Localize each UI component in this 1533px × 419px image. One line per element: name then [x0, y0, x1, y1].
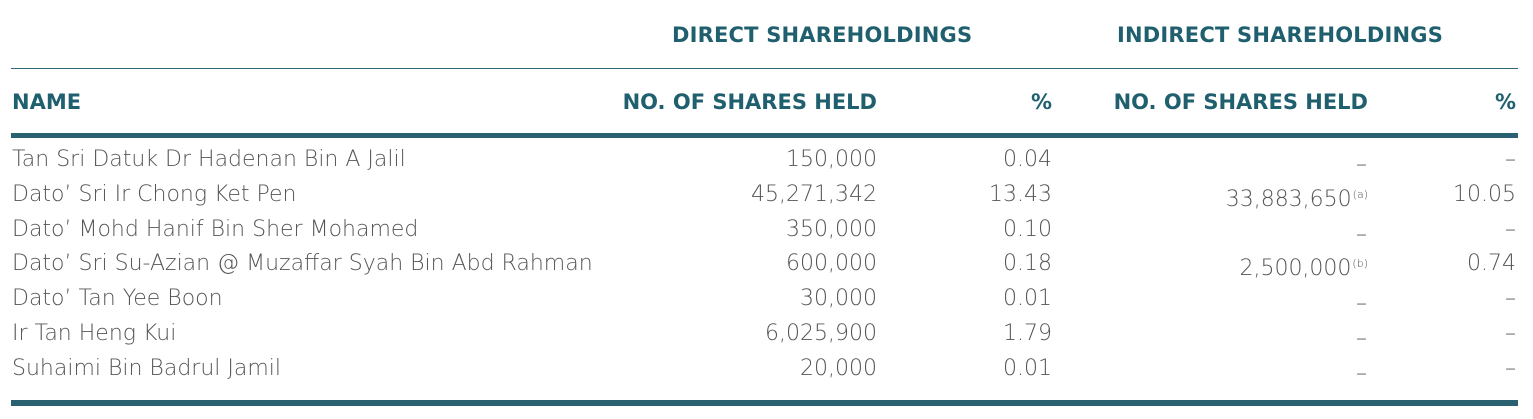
group-divider: [11, 68, 1518, 69]
direct-percent-value: 0.01: [1003, 355, 1052, 381]
indirect-percent-value: 10.05: [1453, 181, 1516, 207]
direct-percent-value: 1.79: [1003, 320, 1052, 346]
direct-shares-value: 350,000: [786, 216, 877, 242]
indirect-shareholdings-heading: INDIRECT SHAREHOLDINGS: [1117, 23, 1444, 47]
direct-shares-value: 20,000: [800, 355, 877, 381]
indirect-shares-value: –: [1356, 325, 1367, 351]
direct-shares-value: 30,000: [800, 286, 877, 312]
direct-percent-value: 0.01: [1003, 286, 1052, 312]
indirect-percent-value: –: [1505, 147, 1516, 172]
indirect-percent-value: –: [1505, 320, 1516, 346]
indirect-percent-value: –: [1505, 355, 1516, 381]
indirect-shares-value: –: [1356, 360, 1367, 386]
director-name: Dato’ Mohd Hanif Bin Sher Mohamed: [12, 216, 419, 242]
director-name: Dato’ Sri Su-Azian @ Muzaffar Syah Bin A…: [12, 251, 593, 277]
direct-percent-value: 13.43: [989, 181, 1052, 207]
column-header-name: NAME: [12, 90, 82, 114]
direct-shares-value: 45,271,342: [751, 181, 877, 207]
table-row: Suhaimi Bin Badrul Jamil 20,000 0.01 – –: [0, 354, 1533, 389]
column-header-indirect-shares: NO. OF SHARES HELD: [1113, 90, 1368, 114]
indirect-shares-cell: –: [1356, 322, 1368, 351]
director-name: Tan Sri Datuk Dr Hadenan Bin A Jalil: [12, 147, 406, 172]
indirect-shares-cell: 2,500,000(b): [1239, 252, 1368, 281]
footnote-marker: (b): [1352, 257, 1368, 271]
table-row: Dato’ Mohd Hanif Bin Sher Mohamed 350,00…: [0, 215, 1533, 250]
table-row: Dato’ Sri Ir Chong Ket Pen 45,271,342 13…: [0, 180, 1533, 215]
indirect-percent-value: 0.74: [1467, 251, 1516, 277]
direct-percent-value: 0.10: [1003, 216, 1052, 242]
footer-rule: [11, 400, 1518, 406]
indirect-shares-cell: –: [1356, 357, 1368, 386]
table-row: Tan Sri Datuk Dr Hadenan Bin A Jalil 150…: [0, 145, 1533, 180]
table-row: Ir Tan Heng Kui 6,025,900 1.79 – –: [0, 319, 1533, 354]
column-header-direct-shares: NO. OF SHARES HELD: [622, 90, 877, 114]
table-row: Dato’ Sri Su-Azian @ Muzaffar Syah Bin A…: [0, 249, 1533, 284]
indirect-shares-cell: 33,883,650(a): [1226, 183, 1368, 212]
director-name: Dato’ Sri Ir Chong Ket Pen: [12, 181, 297, 207]
indirect-percent-value: –: [1505, 216, 1516, 242]
direct-shares-value: 150,000: [786, 147, 877, 172]
indirect-percent-value: –: [1505, 286, 1516, 312]
direct-shares-value: 6,025,900: [765, 320, 877, 346]
table-row: Dato’ Tan Yee Boon 30,000 0.01 – –: [0, 284, 1533, 319]
direct-percent-value: 0.04: [1003, 147, 1052, 172]
indirect-shares-value: 2,500,000: [1239, 256, 1352, 282]
footnote-marker: (a): [1352, 187, 1368, 201]
director-name: Ir Tan Heng Kui: [12, 320, 177, 346]
indirect-shares-value: –: [1356, 221, 1367, 247]
indirect-shares-cell: –: [1356, 287, 1368, 316]
column-header-indirect-percent: %: [1494, 90, 1516, 114]
indirect-shares-value: –: [1356, 291, 1367, 317]
director-name: Dato’ Tan Yee Boon: [12, 286, 223, 312]
indirect-shares-value: 33,883,650: [1225, 186, 1352, 212]
direct-percent-value: 0.18: [1003, 251, 1052, 277]
column-header-direct-percent: %: [1030, 90, 1052, 114]
indirect-shares-value: –: [1356, 152, 1367, 177]
indirect-shares-cell: –: [1356, 218, 1368, 247]
direct-shareholdings-heading: DIRECT SHAREHOLDINGS: [672, 23, 973, 47]
director-name: Suhaimi Bin Badrul Jamil: [12, 355, 282, 381]
table-body: Tan Sri Datuk Dr Hadenan Bin A Jalil 150…: [0, 145, 1533, 389]
header-rule: [11, 133, 1518, 138]
indirect-shares-cell: –: [1356, 148, 1368, 177]
direct-shares-value: 600,000: [786, 251, 877, 277]
